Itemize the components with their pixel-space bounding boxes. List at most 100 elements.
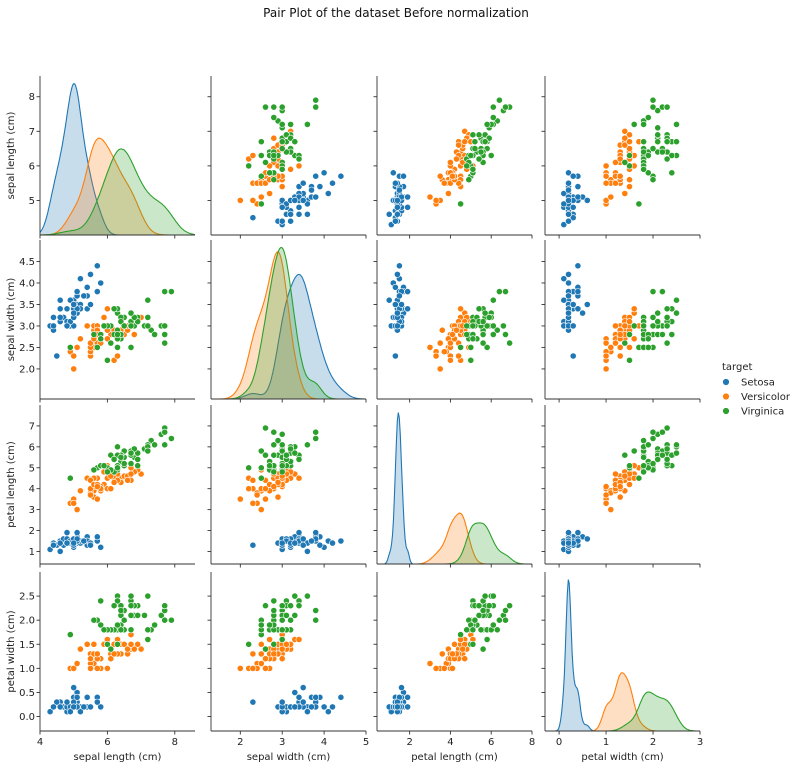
point-versicolor bbox=[626, 183, 633, 190]
legend-marker bbox=[722, 392, 730, 401]
point-versicolor bbox=[457, 305, 464, 313]
point-virginica bbox=[673, 441, 680, 449]
point-versicolor bbox=[616, 331, 624, 338]
point-virginica bbox=[457, 343, 464, 351]
point-setosa bbox=[389, 169, 397, 177]
point-virginica bbox=[312, 428, 320, 436]
point-setosa bbox=[303, 210, 311, 218]
point-virginica bbox=[127, 309, 135, 317]
point-versicolor bbox=[626, 138, 633, 146]
point-virginica bbox=[475, 155, 483, 163]
panel-sepal-length-cm-vs-petal-length-cm bbox=[373, 76, 533, 239]
point-versicolor bbox=[438, 650, 446, 658]
point-virginica bbox=[90, 331, 98, 338]
point-virginica bbox=[673, 309, 680, 317]
point-virginica bbox=[257, 447, 265, 455]
kde-fill-virginica bbox=[211, 247, 366, 399]
point-setosa bbox=[83, 693, 91, 701]
point-setosa bbox=[569, 203, 577, 211]
point-versicolor bbox=[440, 179, 448, 187]
point-versicolor bbox=[616, 493, 624, 501]
point-versicolor bbox=[114, 352, 121, 360]
point-setosa bbox=[565, 539, 572, 547]
point-setosa bbox=[569, 322, 577, 330]
point-setosa bbox=[395, 292, 403, 300]
point-virginica bbox=[151, 441, 158, 449]
point-virginica bbox=[489, 331, 497, 338]
point-setosa bbox=[278, 539, 286, 547]
point-setosa bbox=[93, 262, 101, 270]
point-setosa bbox=[291, 703, 299, 711]
point-virginica bbox=[278, 462, 286, 470]
x-axis-label: petal length (cm) bbox=[411, 752, 498, 763]
point-setosa bbox=[70, 684, 78, 691]
point-virginica bbox=[127, 602, 135, 610]
point-virginica bbox=[117, 453, 125, 461]
point-setosa bbox=[391, 283, 399, 291]
y-tick-label: 5 bbox=[29, 463, 35, 474]
x-tick-label: 8 bbox=[172, 737, 178, 748]
point-setosa bbox=[404, 203, 411, 211]
point-setosa bbox=[97, 543, 105, 551]
point-setosa bbox=[312, 529, 320, 536]
point-virginica bbox=[457, 200, 464, 208]
point-virginica bbox=[663, 339, 671, 347]
y-tick-label: 0.5 bbox=[19, 688, 35, 699]
point-virginica bbox=[644, 335, 652, 343]
point-setosa bbox=[303, 548, 311, 555]
point-virginica bbox=[467, 356, 475, 364]
point-versicolor bbox=[453, 155, 460, 163]
point-virginica bbox=[270, 640, 278, 648]
point-versicolor bbox=[602, 352, 610, 360]
point-setosa bbox=[569, 172, 577, 180]
point-versicolor bbox=[70, 352, 78, 360]
x-tick-label: 6 bbox=[104, 737, 110, 748]
point-virginica bbox=[481, 138, 489, 146]
point-versicolor bbox=[426, 193, 434, 201]
point-virginica bbox=[114, 443, 121, 451]
point-virginica bbox=[312, 616, 320, 624]
point-setosa bbox=[385, 210, 393, 218]
point-virginica bbox=[266, 462, 273, 470]
point-virginica bbox=[100, 626, 108, 634]
point-virginica bbox=[127, 626, 135, 634]
point-versicolor bbox=[602, 491, 610, 499]
point-setosa bbox=[93, 533, 101, 541]
point-setosa bbox=[70, 703, 78, 711]
kde-fill-virginica bbox=[40, 148, 195, 235]
point-setosa bbox=[393, 703, 401, 711]
y-tick-label: 1.5 bbox=[19, 640, 35, 651]
point-virginica bbox=[457, 631, 464, 638]
point-virginica bbox=[278, 626, 286, 634]
point-virginica bbox=[487, 152, 495, 159]
point-versicolor bbox=[607, 343, 615, 351]
point-virginica bbox=[66, 343, 74, 351]
point-virginica bbox=[312, 607, 320, 614]
x-tick-label: 2 bbox=[650, 737, 656, 748]
point-setosa bbox=[308, 703, 315, 711]
point-virginica bbox=[621, 158, 629, 166]
point-virginica bbox=[278, 616, 286, 624]
point-versicolor bbox=[602, 339, 610, 347]
point-virginica bbox=[481, 309, 489, 317]
point-setosa bbox=[73, 288, 81, 295]
point-setosa bbox=[63, 305, 71, 313]
point-setosa bbox=[574, 262, 582, 270]
point-versicolor bbox=[432, 352, 440, 360]
point-versicolor bbox=[449, 650, 456, 658]
point-virginica bbox=[287, 121, 294, 128]
point-setosa bbox=[574, 193, 582, 201]
point-setosa bbox=[299, 684, 307, 691]
point-virginica bbox=[479, 645, 487, 653]
point-virginica bbox=[114, 621, 121, 629]
legend-label: Versicolor bbox=[741, 392, 791, 403]
y-tick-label: 1 bbox=[29, 547, 35, 558]
point-setosa bbox=[93, 288, 101, 295]
point-virginica bbox=[506, 339, 513, 347]
point-virginica bbox=[654, 138, 662, 146]
point-virginica bbox=[659, 451, 666, 459]
y-tick-label: 2.5 bbox=[19, 592, 35, 603]
point-virginica bbox=[303, 441, 311, 449]
point-virginica bbox=[626, 462, 633, 470]
point-virginica bbox=[295, 455, 303, 463]
